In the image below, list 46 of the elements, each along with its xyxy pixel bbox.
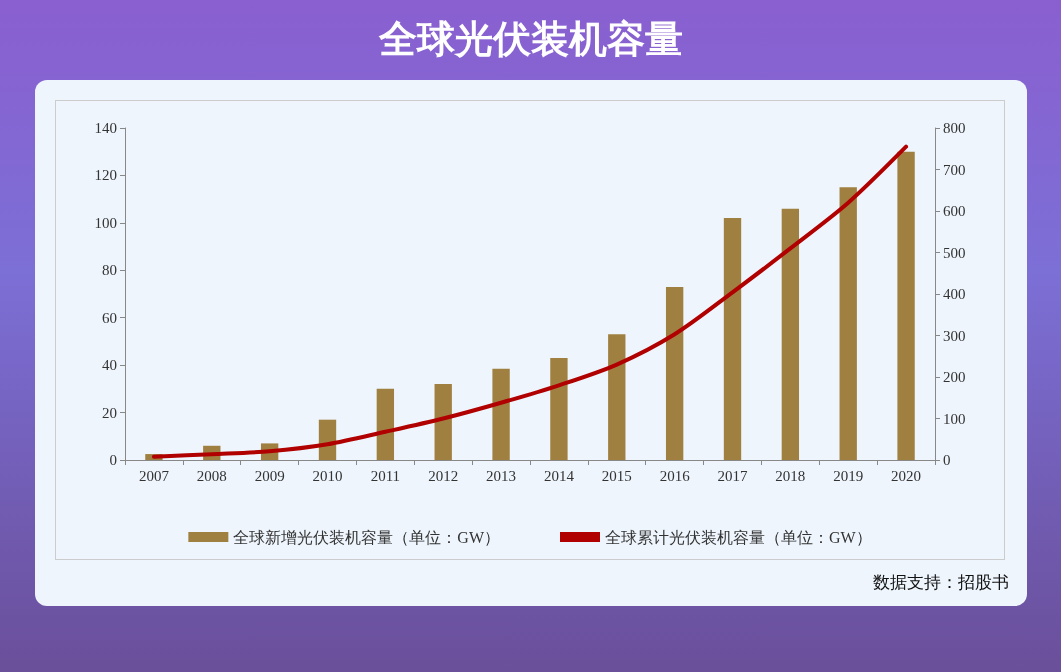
- x-tick-label: 2020: [891, 467, 922, 484]
- y2-tick-label: 600: [943, 203, 966, 219]
- bar: [608, 334, 626, 460]
- y-tick-label: 60: [102, 309, 117, 326]
- bar: [897, 151, 915, 460]
- y2-tick-label: 400: [943, 286, 966, 302]
- y-tick-label: 0: [109, 452, 117, 468]
- bar: [492, 368, 510, 460]
- line-series: [151, 144, 909, 459]
- chart-title: 全球光伏装机容量: [377, 16, 684, 63]
- text: 数据支持：招股书: [873, 571, 1009, 594]
- y-tick-label: 40: [102, 357, 117, 374]
- bar: [665, 286, 684, 460]
- y2-tick-label: 500: [943, 244, 966, 261]
- y-tick-label: 140: [94, 120, 117, 136]
- x-tick-label: 2007: [138, 467, 170, 484]
- bar: [723, 218, 742, 460]
- x-tick-label: 2018: [775, 467, 806, 484]
- x-tick-label: 2017: [717, 467, 748, 484]
- y-tick-label: 100: [94, 214, 117, 231]
- y2-tick-label: 300: [943, 327, 966, 344]
- y2-tick-label: 200: [943, 369, 966, 385]
- x-tick-label: 2016: [659, 467, 691, 484]
- bar: [376, 388, 395, 460]
- x-tick-label: 2010: [312, 467, 343, 484]
- y-tick-label: 20: [102, 404, 117, 421]
- x-tick-label: 2011: [370, 467, 401, 484]
- y-tick-label: 80: [102, 262, 117, 279]
- x-tick-label: 2015: [601, 467, 632, 484]
- x-tick-label: 2008: [196, 467, 227, 484]
- x-tick-label: 2013: [486, 467, 517, 484]
- bar: [550, 358, 568, 460]
- bar: [434, 384, 452, 460]
- y2-tick-label: 0: [943, 452, 951, 468]
- x-tick-label: 2019: [833, 467, 864, 484]
- x-tick-label: 2009: [254, 467, 285, 484]
- legend-label: 全球新增光伏装机容量（单位：GW）: [233, 528, 500, 546]
- y2-tick-label: 800: [943, 120, 966, 136]
- x-tick-label: 2012: [428, 467, 459, 484]
- y-tick-label: 120: [94, 167, 117, 184]
- x-tick-label: 2014: [543, 467, 575, 484]
- bar: [781, 208, 800, 460]
- y2-tick-label: 100: [943, 410, 966, 427]
- legend-label: 全球累计光伏装机容量（单位：GW）: [605, 528, 872, 546]
- bar: [839, 187, 857, 460]
- y2-tick-label: 700: [943, 161, 966, 178]
